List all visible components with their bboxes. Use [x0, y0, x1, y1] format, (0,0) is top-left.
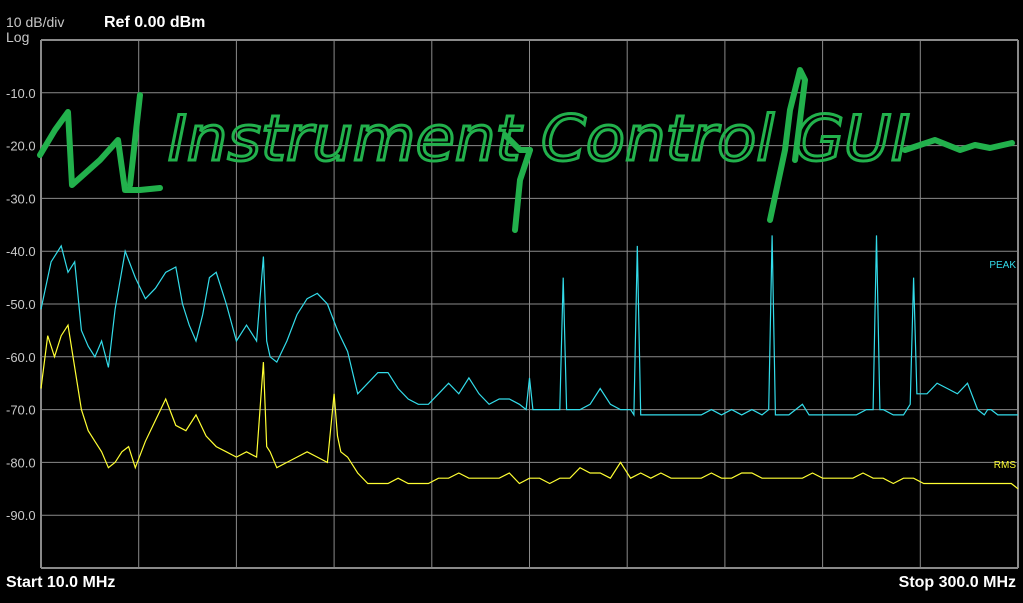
y-tick-label: -70.0 — [6, 403, 36, 418]
y-tick-label: -90.0 — [6, 508, 36, 523]
y-tick-label: -60.0 — [6, 350, 36, 365]
y-tick-label: -20.0 — [6, 139, 36, 154]
start-frequency: Start 10.0 MHz — [6, 574, 116, 591]
scale-type: Log — [6, 29, 30, 45]
peak-trace-label: PEAK — [989, 260, 1016, 271]
y-tick-label: -30.0 — [6, 191, 36, 206]
reference-level: Ref 0.00 dBm — [104, 14, 206, 31]
peak-trace — [40, 235, 1018, 417]
scale-per-division: 10 dB/div — [6, 14, 65, 30]
y-tick-label: -80.0 — [6, 455, 36, 470]
y-axis-ticks: -10.0 -20.0 -30.0 -40.0 -50.0 -60.0 -70.0 -80.0… — [6, 86, 36, 523]
overlay-title: Instrument Control GUI — [168, 102, 910, 175]
y-tick-label: -40.0 — [6, 244, 36, 259]
rms-trace-label: RMS — [994, 460, 1017, 471]
graticule — [40, 39, 1019, 569]
rms-trace — [40, 323, 1019, 490]
stop-frequency: Stop 300.0 MHz — [898, 574, 1016, 591]
overlay-scribble — [37, 67, 1015, 233]
y-tick-label: -50.0 — [6, 297, 36, 312]
y-tick-label: -10.0 — [6, 86, 36, 101]
